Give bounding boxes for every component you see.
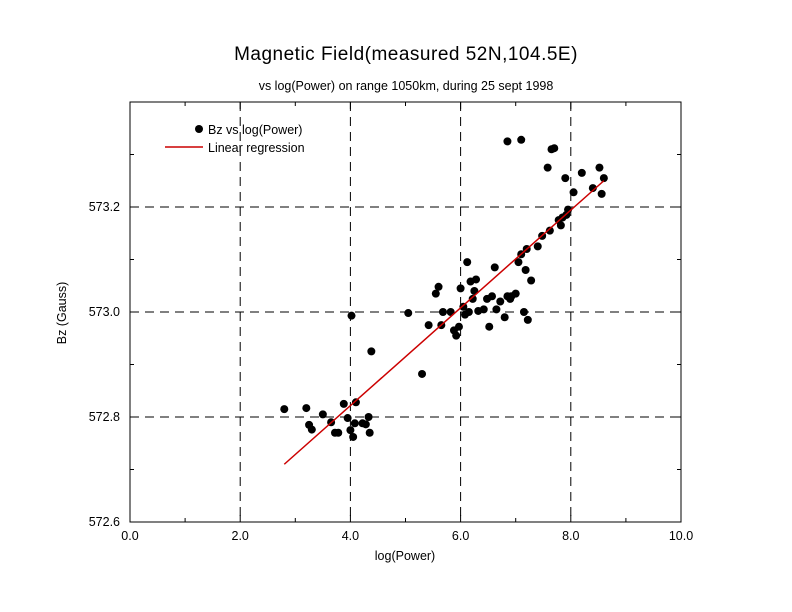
legend: Bz vs log(Power) Linear regression [165,123,305,155]
data-point [488,292,497,301]
data-point [492,305,501,314]
data-point [595,163,604,172]
y-tick-label: 573.2 [89,200,120,214]
data-point [424,321,433,330]
data-point [361,420,370,429]
data-point [351,398,360,407]
data-point [517,135,526,144]
data-point [599,174,608,183]
data-point [527,276,536,285]
data-point [463,258,472,267]
data-point [339,399,348,408]
x-tick-label: 2.0 [232,529,249,543]
data-point [523,315,532,324]
data-point [577,168,586,177]
data-point [347,311,356,320]
data-point [468,294,477,303]
chart-title: Magnetic Field(measured 52N,104.5E) [234,44,578,65]
data-point [597,189,606,198]
x-tick-label: 0.0 [121,529,138,543]
data-point [588,184,597,193]
legend-label-scatter: Bz vs log(Power) [208,123,302,137]
data-point [569,188,578,197]
data-point [545,226,554,235]
data-point [459,302,468,311]
y-tick-label: 573.0 [89,305,120,319]
data-point [334,428,343,437]
regression-line [283,180,605,465]
x-tick-label: 4.0 [342,529,359,543]
data-point [307,425,316,434]
legend-marker-scatter [195,125,203,133]
data-point [456,284,465,293]
data-point [365,428,374,437]
data-point [367,347,376,356]
data-point [561,174,570,183]
y-tick-label: 572.8 [89,410,120,424]
axis-ticks: 0.0 2.0 4.0 6.0 8.0 10.0 572.6 572.8 573.0 573.2 [89,101,693,543]
data-point [490,263,499,272]
data-point [543,163,552,172]
x-axis-label: log(Power) [375,549,435,563]
data-point [454,322,463,331]
data-point [349,432,358,441]
y-axis-label: Bz (Gauss) [55,282,69,345]
data-point [343,414,352,423]
x-tick-label: 10.0 [669,529,693,543]
data-point [533,242,542,251]
data-point [514,258,523,267]
data-point [404,309,413,318]
data-point [418,369,427,378]
data-point [496,297,505,306]
data-point [364,413,373,421]
data-point [507,292,516,301]
data-point [434,282,443,291]
data-point [479,305,488,314]
x-tick-label: 6.0 [452,529,469,543]
data-point [431,289,440,298]
data-point [452,331,461,340]
data-point [556,221,565,230]
legend-label-regression: Linear regression [208,141,305,155]
y-tick-label: 572.6 [89,515,120,529]
data-point [318,410,327,419]
data-point [280,405,289,414]
data-point [346,426,355,435]
data-point [550,144,559,153]
data-point [500,313,509,322]
data-point [464,308,473,316]
chart-subtitle: vs log(Power) on range 1050km, during 25… [259,79,554,93]
data-point [485,322,494,331]
data-point [350,419,359,428]
data-point [519,308,528,316]
data-layer [280,135,608,465]
data-point [503,137,512,146]
data-point [521,266,530,274]
data-point [472,275,481,284]
x-tick-label: 8.0 [562,529,579,543]
data-point [438,308,447,316]
data-point [302,404,311,413]
